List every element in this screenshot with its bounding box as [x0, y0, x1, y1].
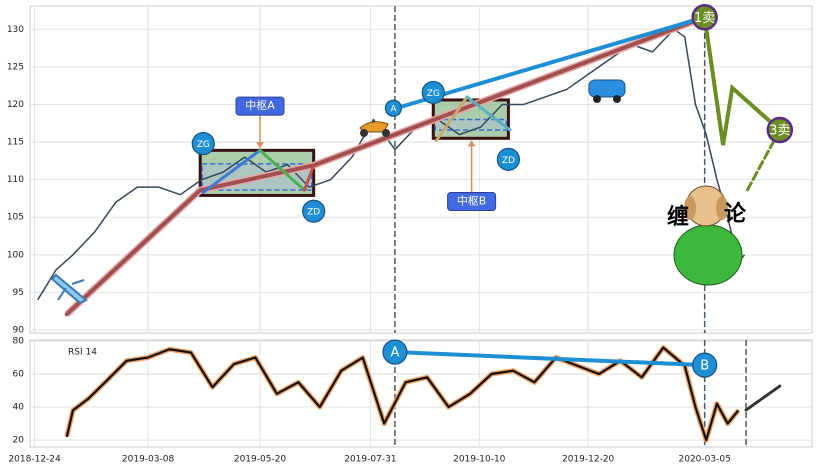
- marker-label: ZD: [307, 208, 320, 218]
- y-tick-label: 115: [7, 138, 24, 148]
- y-tick-label: 125: [7, 62, 24, 72]
- overlay-line: [302, 163, 316, 192]
- y-tick-label: 110: [7, 175, 24, 185]
- callout-arrowhead: [256, 142, 264, 149]
- callout-box: [447, 192, 497, 212]
- car-icon: [588, 79, 626, 98]
- marker-label: A: [390, 105, 397, 115]
- panel-title: RSI 14: [68, 348, 97, 358]
- overlay-line: [702, 15, 782, 146]
- callout-arrowhead: [467, 140, 476, 147]
- zhongshu-core: [434, 118, 508, 131]
- y-tick-label: 40: [13, 403, 25, 413]
- overlay-line: [391, 15, 707, 111]
- mascot-ear: [716, 196, 728, 220]
- marker-label: B: [700, 359, 709, 374]
- y-tick-label: 100: [7, 250, 24, 260]
- overlay-line: [744, 384, 782, 412]
- overlay-line: [201, 148, 262, 194]
- marker-label: 1卖: [694, 11, 715, 26]
- marker-circle: [692, 352, 718, 378]
- marker-label: A: [390, 346, 399, 361]
- marker-circle: [496, 147, 520, 171]
- x-tick-label: 2019-12-20: [562, 455, 615, 465]
- y-tick-label: 95: [13, 288, 24, 298]
- marker-circle: [691, 4, 718, 31]
- y-tick-label: 105: [7, 213, 24, 223]
- mascot: [673, 185, 743, 286]
- x-tick-label: 2019-03-08: [122, 455, 175, 465]
- y-tick-label: 20: [13, 436, 25, 446]
- marker-circle: [766, 116, 794, 144]
- marker-label: ZG: [197, 140, 210, 150]
- plane-icon: [50, 273, 88, 305]
- mascot-body: [673, 224, 743, 286]
- rsi-panel: [29, 339, 813, 448]
- mascot-text: 缠: [667, 204, 689, 230]
- marker-circle: [384, 99, 402, 117]
- mascot-text: 论: [724, 201, 747, 227]
- callout-label: 中枢A: [245, 98, 275, 112]
- callout-box: [235, 96, 285, 116]
- overlay-line: [64, 15, 707, 317]
- marker-circle: [191, 131, 215, 156]
- x-tick-label: 2020-03-05: [679, 455, 731, 465]
- overlay-line: [258, 148, 306, 192]
- x-tick-label: 2019-07-31: [344, 455, 396, 465]
- x-tick-label: 2019-10-10: [453, 455, 506, 465]
- overlay-line: [465, 95, 512, 132]
- scooter-wheel: [382, 129, 390, 137]
- x-tick-label: 2018-12-24: [8, 455, 61, 465]
- y-tick-label: 120: [7, 100, 24, 110]
- marker-circle: [382, 339, 408, 365]
- marker-label: 3卖: [769, 124, 790, 139]
- price-panel: [29, 5, 813, 334]
- y-tick-label: 90: [13, 325, 25, 335]
- car-wheel: [613, 95, 621, 103]
- y-tick-label: 80: [13, 336, 25, 346]
- y-tick-label: 130: [7, 25, 24, 35]
- car-wheel: [593, 95, 601, 103]
- mascot-ear: [684, 196, 696, 220]
- marker-label: ZG: [427, 89, 440, 99]
- series-line: [65, 346, 740, 442]
- x-tick-label: 2019-05-20: [234, 455, 287, 465]
- y-tick-label: 60: [13, 370, 25, 380]
- marker-label: ZD: [502, 156, 515, 166]
- marker-circle: [421, 80, 445, 105]
- overlay-line: [434, 95, 469, 143]
- scooter-wheel: [360, 129, 368, 137]
- marker-circle: [302, 199, 326, 223]
- callout-label: 中枢B: [457, 194, 487, 208]
- overlay-line: [392, 350, 707, 368]
